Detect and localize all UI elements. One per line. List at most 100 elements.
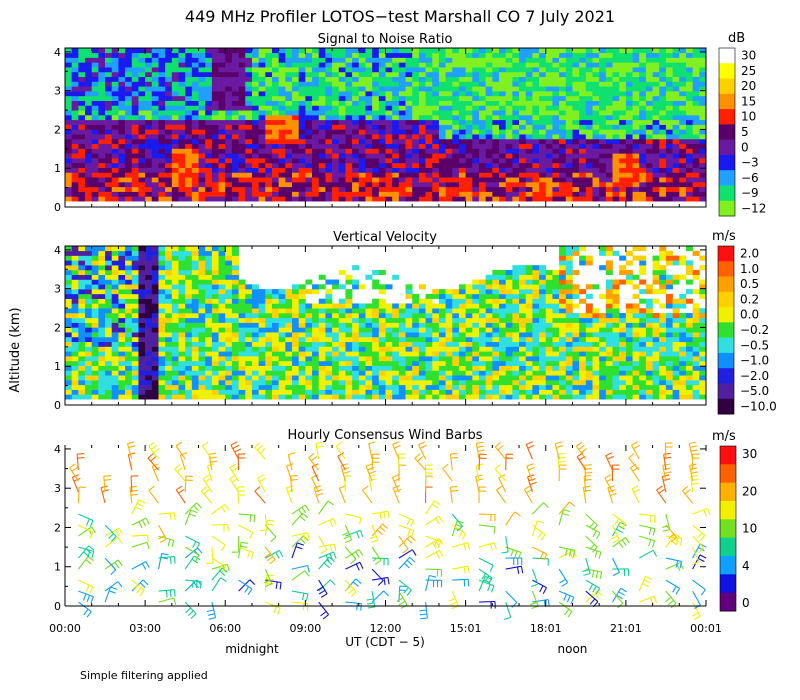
- heat-cell: [191, 71, 199, 78]
- heat-cell: [231, 105, 239, 111]
- heat-cell: [679, 86, 687, 92]
- heat-cell: [278, 124, 286, 130]
- heat-cell: [539, 186, 547, 192]
- heat-cell: [499, 313, 506, 319]
- heat-cell: [492, 389, 500, 395]
- heat-cell: [325, 186, 333, 192]
- heat-cell: [292, 86, 299, 92]
- heat-cell: [358, 196, 366, 202]
- heat-cell: [352, 143, 360, 149]
- heat-cell: [372, 124, 380, 130]
- heat-cell: [398, 48, 406, 54]
- heat-cell: [612, 191, 620, 197]
- heat-cell: [432, 95, 440, 101]
- heat-cell: [659, 129, 667, 135]
- heat-cell: [185, 279, 193, 285]
- heat-cell: [118, 293, 126, 299]
- heat-cell: [191, 182, 199, 188]
- heat-cell: [312, 360, 320, 366]
- heat-cell: [191, 129, 199, 135]
- heat-cell: [412, 86, 420, 92]
- heat-cell: [378, 71, 386, 78]
- heat-cell: [165, 186, 173, 192]
- heat-cell: [619, 67, 627, 73]
- heat-cell: [699, 177, 707, 183]
- heat-cell: [245, 313, 253, 319]
- heat-cell: [118, 153, 126, 159]
- heat-cell: [465, 153, 473, 159]
- heat-cell: [105, 317, 113, 323]
- heat-cell: [78, 67, 86, 73]
- heat-cell: [98, 134, 106, 140]
- heat-cell: [238, 105, 246, 111]
- heat-cell: [278, 336, 286, 343]
- heat-cell: [465, 341, 473, 347]
- heat-cell: [458, 303, 466, 309]
- heat-cell: [445, 124, 453, 130]
- heat-cell: [71, 389, 79, 395]
- heat-cell: [532, 86, 540, 92]
- heat-cell: [672, 158, 680, 164]
- heat-cell: [478, 346, 486, 352]
- heat-cell: [218, 158, 226, 164]
- heat-cell: [432, 105, 440, 111]
- heat-cell: [118, 95, 126, 101]
- heat-cell: [258, 375, 266, 381]
- heat-cell: [211, 158, 219, 164]
- heat-cell: [198, 143, 206, 149]
- heat-cell: [238, 298, 246, 304]
- heat-cell: [165, 332, 173, 338]
- heat-cell: [71, 167, 79, 173]
- heat-cell: [111, 167, 119, 173]
- heat-cell: [512, 124, 520, 130]
- heat-cell: [285, 298, 293, 304]
- heat-cell: [211, 336, 219, 343]
- heat-cell: [211, 143, 219, 149]
- heat-cell: [519, 356, 527, 362]
- heat-cell: [138, 167, 146, 173]
- heat-cell: [285, 71, 293, 78]
- heat-cell: [265, 351, 273, 357]
- heat-cell: [178, 134, 186, 140]
- heat-cell: [305, 313, 313, 319]
- heat-cell: [305, 332, 313, 338]
- heat-cell: [372, 196, 380, 202]
- heat-cell: [599, 167, 607, 173]
- heat-cell: [171, 303, 179, 309]
- heat-cell: [258, 86, 266, 92]
- heat-cell: [585, 52, 593, 58]
- y-tick-label: 3: [54, 85, 61, 98]
- heat-cell: [305, 191, 313, 197]
- heat-cell: [492, 191, 500, 197]
- heat-cell: [505, 341, 513, 347]
- heat-cell: [258, 100, 266, 106]
- heat-cell: [265, 148, 273, 154]
- heat-cell: [131, 279, 139, 285]
- heat-cell: [318, 313, 326, 319]
- heat-cell: [198, 327, 206, 333]
- heat-cell: [372, 105, 380, 111]
- heat-cell: [438, 360, 446, 366]
- heat-cell: [165, 341, 173, 347]
- heat-cell: [425, 182, 433, 188]
- heat-cell: [312, 153, 320, 159]
- heat-cell: [238, 138, 246, 145]
- heat-cell: [619, 162, 627, 168]
- heat-cell: [318, 365, 326, 371]
- heat-cell: [499, 167, 506, 173]
- heat-cell: [198, 158, 206, 164]
- heat-cell: [585, 124, 593, 130]
- heat-cell: [138, 265, 146, 271]
- heat-cell: [145, 134, 153, 140]
- heat-cell: [171, 158, 179, 164]
- heat-cell: [258, 332, 266, 338]
- heat-cell: [458, 356, 466, 362]
- heat-cell: [332, 162, 340, 168]
- heat-cell: [85, 186, 93, 192]
- heat-cell: [318, 138, 326, 145]
- heat-cell: [118, 303, 126, 309]
- heat-cell: [505, 143, 513, 149]
- heat-cell: [105, 322, 113, 328]
- heat-cell: [78, 115, 86, 121]
- heat-cell: [298, 284, 306, 290]
